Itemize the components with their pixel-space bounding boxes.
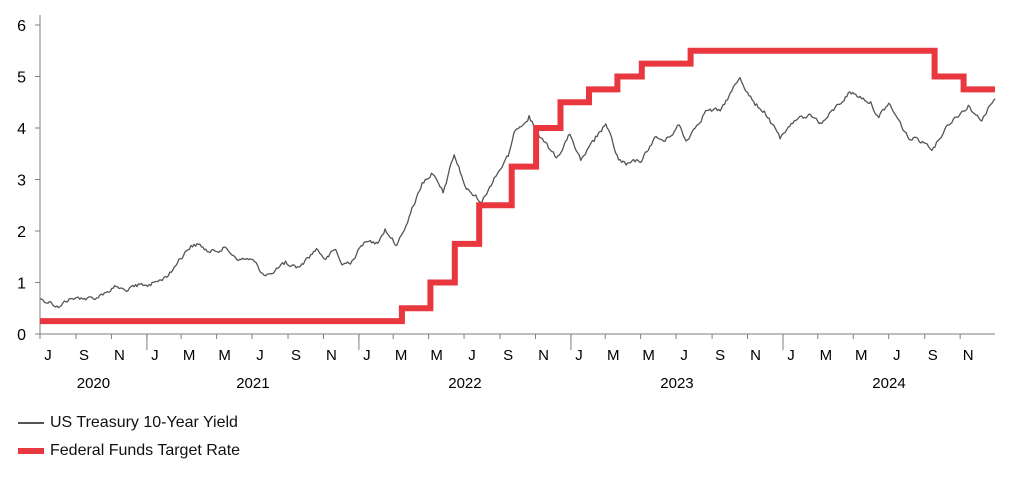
x-month-label: J: [575, 347, 583, 364]
x-month-label: N: [538, 347, 549, 364]
x-year-label-2021: 2021: [236, 375, 269, 392]
x-month-label: J: [44, 347, 52, 364]
x-month-label: M: [820, 347, 833, 364]
x-month-label: N: [750, 347, 761, 364]
series-line-treasury-10y: [40, 76, 996, 309]
legend-item-yield: US Treasury 10-Year Yield: [18, 414, 238, 432]
legend-swatch-fed-funds: [18, 448, 44, 454]
y-tick-label-4: 4: [17, 121, 26, 138]
legend-item-fed-funds: Federal Funds Target Rate: [18, 442, 240, 460]
x-year-label-2022: 2022: [448, 375, 481, 392]
x-month-label: M: [642, 347, 655, 364]
x-month-label: M: [607, 347, 620, 364]
x-month-label: M: [218, 347, 231, 364]
x-month-label: J: [680, 347, 688, 364]
x-month-label: S: [79, 347, 89, 364]
y-tick-label-5: 5: [17, 70, 26, 87]
x-year-label-2020: 2020: [77, 375, 110, 392]
legend-label-yield: US Treasury 10-Year Yield: [50, 414, 238, 431]
x-month-label: N: [963, 347, 974, 364]
x-month-label: J: [151, 347, 159, 364]
y-tick-label-3: 3: [17, 173, 26, 190]
x-month-label: M: [183, 347, 196, 364]
legend-swatch-yield: [18, 422, 44, 424]
x-month-label: S: [503, 347, 513, 364]
x-month-label: S: [291, 347, 301, 364]
x-month-label: M: [855, 347, 868, 364]
y-tick-label-6: 6: [17, 18, 26, 35]
x-month-label: N: [114, 347, 125, 364]
x-month-label: J: [256, 347, 264, 364]
x-month-label: J: [787, 347, 795, 364]
x-month-label: S: [715, 347, 725, 364]
y-tick-label-1: 1: [17, 276, 26, 293]
x-month-label: M: [430, 347, 443, 364]
x-month-label: J: [363, 347, 371, 364]
x-year-label-2024: 2024: [872, 375, 905, 392]
y-tick-label-2: 2: [17, 224, 26, 241]
x-month-label: N: [326, 347, 337, 364]
x-month-label: S: [928, 347, 938, 364]
plot-area: [40, 47, 996, 325]
y-tick-label-0: 0: [17, 327, 26, 344]
x-month-label: M: [395, 347, 408, 364]
x-month-label: J: [468, 347, 476, 364]
x-year-label-2023: 2023: [660, 375, 693, 392]
legend-label-fed-funds: Federal Funds Target Rate: [50, 442, 241, 459]
x-month-label: J: [893, 347, 901, 364]
series-line-fed-funds: [40, 47, 995, 325]
